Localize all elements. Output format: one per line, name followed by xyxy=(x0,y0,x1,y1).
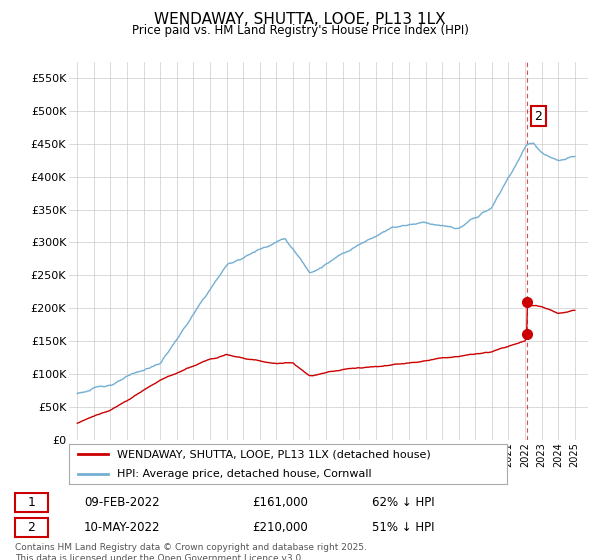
Text: £210,000: £210,000 xyxy=(252,521,308,534)
Text: 62% ↓ HPI: 62% ↓ HPI xyxy=(372,496,434,510)
Text: Contains HM Land Registry data © Crown copyright and database right 2025.
This d: Contains HM Land Registry data © Crown c… xyxy=(15,543,367,560)
Text: WENDAWAY, SHUTTA, LOOE, PL13 1LX: WENDAWAY, SHUTTA, LOOE, PL13 1LX xyxy=(154,12,446,27)
Text: 2: 2 xyxy=(535,110,542,123)
Text: £161,000: £161,000 xyxy=(252,496,308,510)
Text: HPI: Average price, detached house, Cornwall: HPI: Average price, detached house, Corn… xyxy=(117,469,372,479)
Text: 51% ↓ HPI: 51% ↓ HPI xyxy=(372,521,434,534)
Text: Price paid vs. HM Land Registry's House Price Index (HPI): Price paid vs. HM Land Registry's House … xyxy=(131,24,469,36)
Text: 09-FEB-2022: 09-FEB-2022 xyxy=(84,496,160,510)
Text: 10-MAY-2022: 10-MAY-2022 xyxy=(84,521,161,534)
Text: 1: 1 xyxy=(28,496,35,510)
FancyBboxPatch shape xyxy=(15,518,48,537)
Text: WENDAWAY, SHUTTA, LOOE, PL13 1LX (detached house): WENDAWAY, SHUTTA, LOOE, PL13 1LX (detach… xyxy=(117,449,431,459)
Text: 2: 2 xyxy=(28,521,35,534)
FancyBboxPatch shape xyxy=(15,493,48,512)
